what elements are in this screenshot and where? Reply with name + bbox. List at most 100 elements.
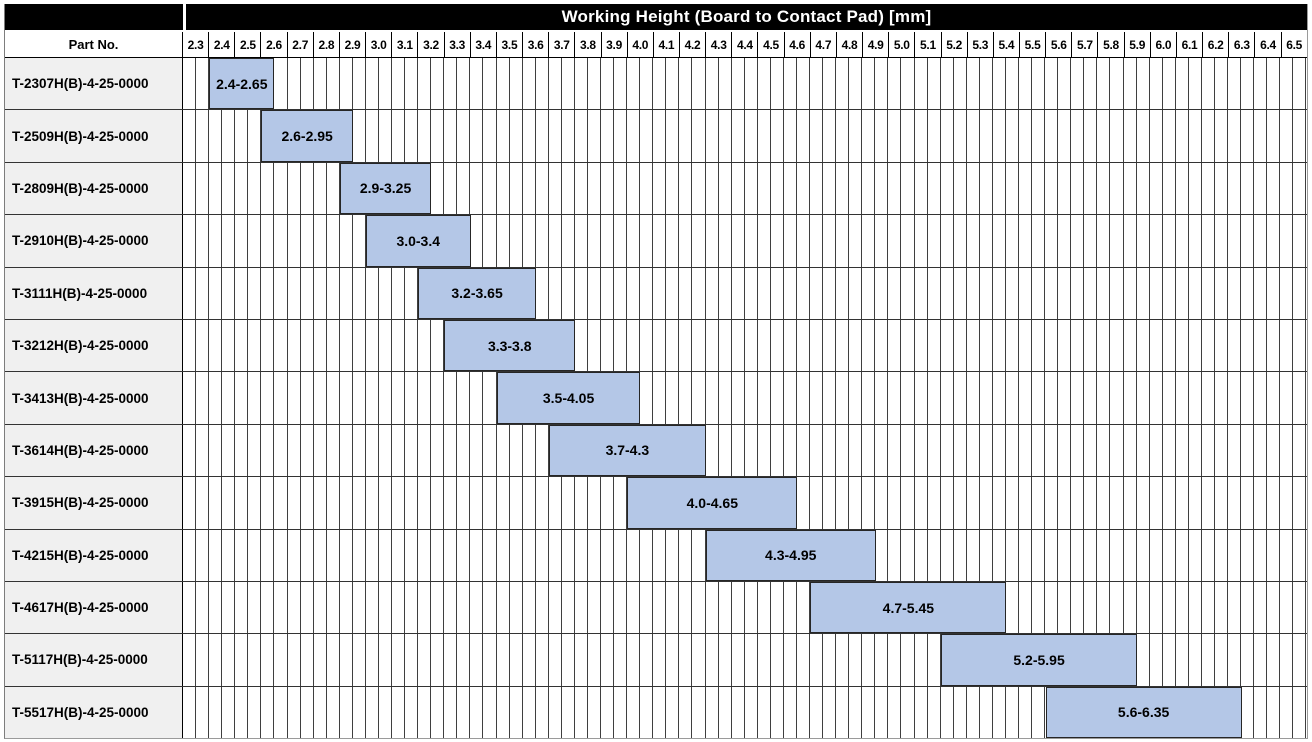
title-bar: Working Height (Board to Contact Pad) [m… (5, 4, 1307, 30)
minor-grid-cell (653, 267, 667, 319)
minor-grid-cell (1097, 372, 1111, 424)
minor-grid-cell (379, 686, 392, 739)
minor-grid-cell (1254, 477, 1268, 529)
minor-grid-cell (875, 686, 889, 739)
minor-grid-cell (666, 267, 680, 319)
minor-grid-cell (497, 58, 510, 110)
minor-grid-cell (1176, 162, 1189, 215)
minor-grid-cell (941, 529, 954, 581)
minor-grid-cell (274, 215, 288, 267)
minor-grid-cell (836, 110, 850, 162)
range-bar-label: 3.2-3.65 (451, 285, 503, 302)
minor-grid-cell (706, 686, 719, 739)
minor-grid-cell (261, 162, 275, 215)
part-no-cell: T-2509H(B)-4-25-0000 (5, 110, 183, 162)
part-no-cell: T-4215H(B)-4-25-0000 (5, 529, 183, 581)
minor-grid-cell (248, 319, 262, 372)
minor-grid-cell (1071, 477, 1085, 529)
minor-grid-cell (941, 162, 954, 215)
minor-grid-cell (288, 581, 301, 634)
minor-grid-cell (457, 110, 471, 162)
minor-grid-cell (1124, 215, 1137, 267)
minor-grid-cell (183, 634, 197, 686)
minor-grid-cell (222, 581, 236, 634)
minor-grid-cell (862, 372, 876, 424)
minor-grid-cell (797, 215, 810, 267)
minor-grid-cell (928, 529, 941, 581)
minor-grid-cell (888, 58, 902, 110)
minor-grid-cell (196, 529, 210, 581)
minor-grid-cell (771, 372, 784, 424)
minor-grid-cell (1215, 477, 1228, 529)
minor-grid-cell (1110, 581, 1124, 634)
minor-grid-cell (810, 267, 824, 319)
minor-grid-cell (614, 477, 628, 529)
minor-grid-cell (301, 581, 314, 634)
minor-grid-cell (392, 424, 406, 477)
minor-grid-cell (536, 529, 549, 581)
minor-grid-cell (366, 529, 379, 581)
minor-grid-cell (1019, 686, 1033, 739)
minor-grid-cell (470, 529, 484, 581)
axis-tick-4.6: 4.6 (785, 32, 811, 57)
minor-grid-cell (797, 686, 810, 739)
minor-grid-cell (222, 110, 236, 162)
minor-grid-cell (653, 215, 667, 267)
minor-grid-cell (483, 110, 497, 162)
minor-grid-cell (888, 529, 902, 581)
minor-grid-cell (1202, 319, 1215, 372)
minor-grid-cell (1241, 267, 1255, 319)
minor-grid-cell (836, 686, 850, 739)
minor-grid-cell (1163, 267, 1176, 319)
table-row: T-2509H(B)-4-25-0000 2.6-2.95 (5, 109, 1307, 162)
minor-grid-cell (549, 58, 562, 110)
minor-grid-cell (1032, 162, 1046, 215)
minor-grid-cell (366, 424, 379, 477)
minor-grid-cell (1097, 162, 1111, 215)
minor-grid-cell (575, 162, 588, 215)
minor-grid-cell (1045, 424, 1059, 477)
minor-grid-cell (340, 372, 353, 424)
minor-grid-cell (536, 58, 549, 110)
minor-grid-cell (915, 267, 928, 319)
minor-grid-cell (353, 267, 366, 319)
minor-grid-cell (1019, 319, 1033, 372)
minor-grid-cell (562, 529, 575, 581)
minor-grid-cell (1084, 110, 1098, 162)
minor-grid-cell (941, 424, 954, 477)
minor-grid-cell (1241, 477, 1255, 529)
minor-grid-cell (1176, 215, 1189, 267)
minor-grid-cell (314, 58, 327, 110)
minor-grid-cell (954, 372, 967, 424)
minor-grid-cell (1176, 581, 1189, 634)
minor-grid-cell (888, 634, 902, 686)
minor-grid-cell (1032, 529, 1046, 581)
minor-grid-cell (640, 58, 654, 110)
minor-grid-cell (1189, 267, 1202, 319)
minor-grid-cell (1241, 634, 1255, 686)
minor-grid-cell (692, 581, 706, 634)
minor-grid-cell (562, 267, 575, 319)
range-bar: 3.0-3.4 (365, 215, 471, 267)
minor-grid-cell (366, 372, 379, 424)
minor-grid-cell (379, 424, 392, 477)
minor-grid-cell (1071, 319, 1085, 372)
minor-grid-cell (797, 634, 810, 686)
minor-grid-cell (1124, 162, 1137, 215)
minor-grid-cell (235, 215, 249, 267)
minor-grid-cell (692, 58, 706, 110)
minor-grid-cell (601, 634, 615, 686)
minor-grid-cell (510, 634, 523, 686)
minor-grid-cell (431, 424, 445, 477)
minor-grid-cell (497, 110, 510, 162)
minor-grid-cell (1228, 581, 1242, 634)
minor-grid-cell (875, 162, 889, 215)
minor-grid-cell (1137, 110, 1150, 162)
row-chart-area: 3.0-3.4 (183, 215, 1307, 267)
minor-grid-cell (1058, 267, 1072, 319)
minor-grid-cell (1202, 58, 1215, 110)
minor-grid-cell (954, 215, 967, 267)
minor-grid-cell (1150, 477, 1163, 529)
table-row: T-2809H(B)-4-25-0000 2.9-3.25 (5, 161, 1307, 215)
minor-grid-cell (758, 424, 771, 477)
